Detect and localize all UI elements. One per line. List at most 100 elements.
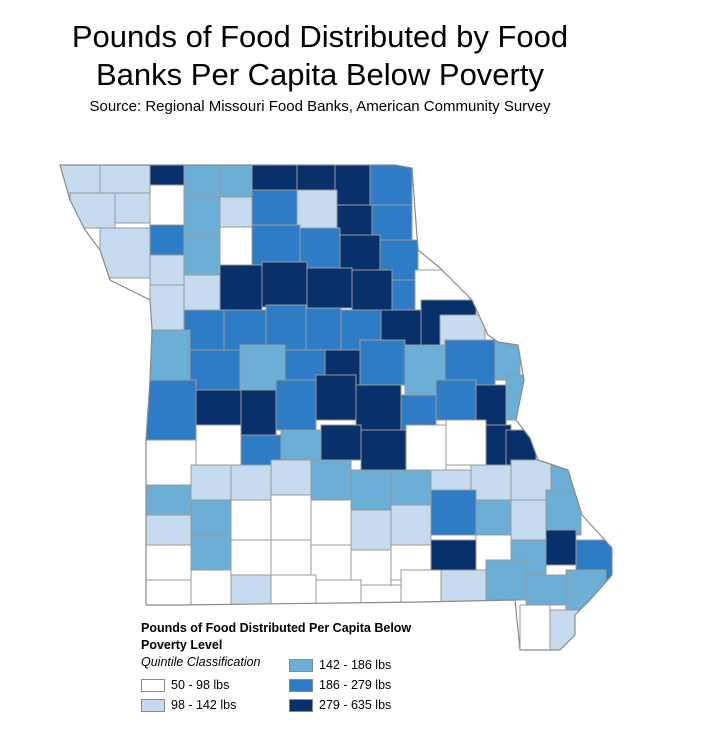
county-21 [183,234,221,276]
county-19 [99,227,151,279]
legend-swatch-5 [289,698,313,712]
county-61 [475,384,507,426]
legend-subtitle: Quintile Classification [141,655,261,669]
county-99 [310,544,352,581]
county-95 [145,544,192,581]
county-56 [275,379,317,431]
county-78 [350,469,392,511]
county-91 [430,489,477,536]
county-7 [296,165,336,191]
county-2 [99,165,151,194]
county-70 [445,419,487,466]
county-100 [350,549,392,586]
county-38 [265,304,307,351]
county-58 [355,384,402,431]
county-4 [183,165,221,198]
county-69 [405,424,447,471]
county-107 [145,579,192,606]
county-3 [149,165,185,186]
county-81 [470,464,512,501]
map-title-line-1: Pounds of Food Distributed by Food [71,19,569,54]
county-85 [190,499,232,536]
county-84 [145,514,192,546]
county-5 [219,165,253,198]
county-62 [505,374,527,421]
county-90 [390,504,432,546]
county-102 [430,539,477,571]
map-title-line-2: Banks Per Capita Below Poverty [96,57,544,92]
county-88 [310,499,352,546]
county-12 [149,184,185,226]
county-93 [510,499,547,541]
county-28 [183,274,221,311]
legend-label-4: 186 - 279 lbs [319,678,392,692]
county-29 [219,264,263,311]
county-45 [189,349,241,391]
county-114 [440,569,487,606]
county-35 [149,284,185,331]
county-87 [270,494,312,541]
map-source: Source: Regional Missouri Food Banks, Am… [89,98,551,115]
legend-class-3: 142 - 186 lbs [289,658,391,672]
legend-class-5: 279 - 635 lbs [289,698,391,712]
county-11 [114,192,151,224]
county-57 [315,374,357,421]
county-23 [251,224,301,266]
county-92 [475,499,512,536]
legend-title-line-2: Poverty Level [141,638,223,652]
county-86 [230,499,272,541]
county-82 [510,459,552,501]
legend-label-5: 279 - 635 lbs [319,698,392,712]
county-94 [545,489,582,536]
county-44 [149,329,191,381]
county-115 [485,559,527,601]
county-25 [339,234,381,271]
county-108 [190,569,232,606]
legend-swatch-4 [289,678,313,692]
legend-label-3: 142 - 186 lbs [319,658,392,672]
county-20 [149,224,185,256]
county-16 [296,189,338,229]
county-73 [145,484,192,516]
county-52 [494,339,521,381]
county-30 [261,261,308,308]
county-24 [299,227,341,269]
county-49 [359,339,406,386]
county-6 [251,165,298,191]
county-116 [525,574,567,606]
county-32 [351,269,393,311]
county-31 [306,267,353,309]
county-54 [195,389,242,431]
county-105 [545,529,577,566]
legend-swatch-2 [141,698,165,712]
legend-swatch-1 [141,678,165,692]
county-27 [149,254,185,286]
legend-class-4: 186 - 279 lbs [289,678,391,692]
county-97 [230,539,272,576]
county-68 [360,429,407,471]
county-1 [60,165,101,194]
legend-title-line-1: Pounds of Food Distributed Per Capita Be… [141,621,412,635]
county-79 [390,469,432,506]
county-39 [305,307,342,354]
county-8 [334,165,371,206]
county-37 [223,309,267,351]
legend-class-1: 50 - 98 lbs [141,678,229,692]
state-outline [59,164,613,651]
county-63 [145,439,197,486]
county-9 [369,165,413,206]
county-113 [400,569,442,606]
legend-class-2: 98 - 142 lbs [141,698,236,712]
legend-label-2: 98 - 142 lbs [171,698,237,712]
county-67 [320,424,362,461]
county-74 [190,464,232,501]
county-59 [400,394,437,431]
map-legend: Pounds of Food Distributed Per Capita Be… [141,620,481,712]
county-15 [251,189,298,226]
county-10 [69,192,116,229]
map-title: Pounds of Food Distributed by Food Banks… [0,18,640,94]
county-17 [336,204,373,236]
county-51 [444,339,496,386]
legend-swatch-3 [289,658,313,672]
